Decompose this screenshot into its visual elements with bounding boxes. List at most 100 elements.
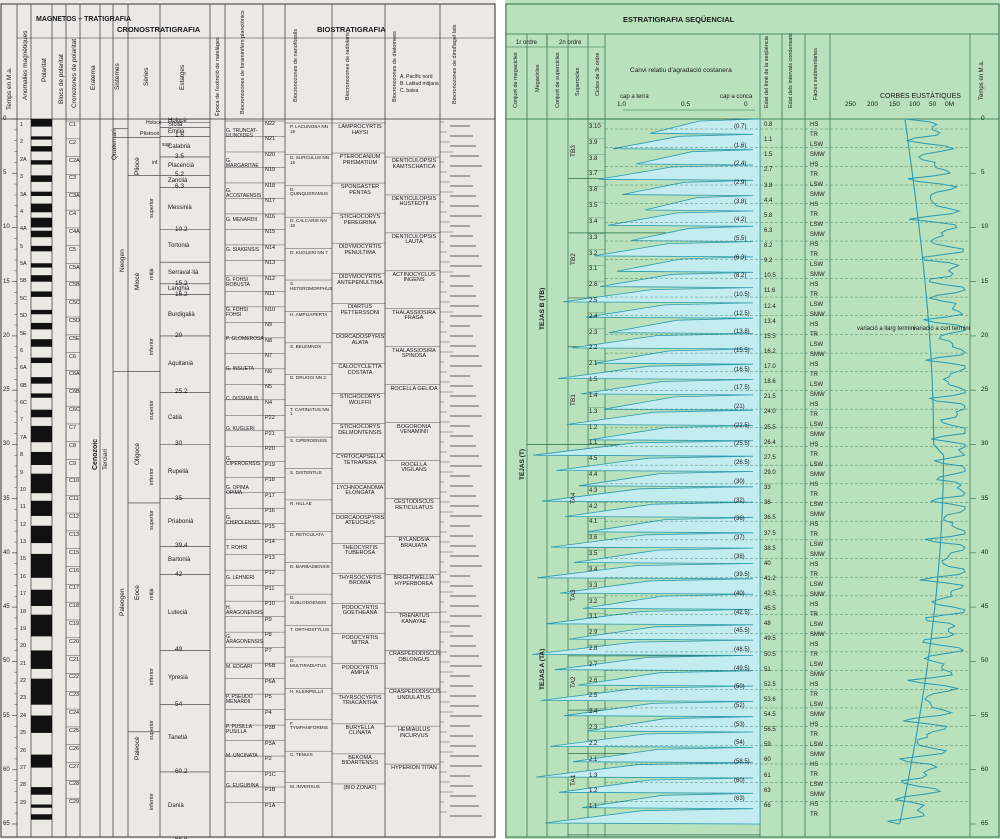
- nanno-zone: T. CARINATUS NN 1: [290, 406, 329, 417]
- polarity-chron: C27: [69, 763, 80, 770]
- foram-zone-name: G. MENARDII: [226, 217, 258, 224]
- foram-zone-code: N12: [265, 275, 276, 282]
- condensed-age: 26.4: [764, 439, 776, 446]
- third-order-cycle: 2.5: [589, 298, 598, 304]
- megacycle-tejas-a: TEJAS A (TA): [539, 648, 546, 690]
- third-order-cycle: 3.6: [589, 187, 598, 194]
- radiolaria-zones-label: Biocronozones de radiolaris: [345, 32, 351, 100]
- foram-zone-code: P3B: [265, 725, 276, 732]
- diatom-zone: BOGORONIA VENAMINII: [397, 423, 431, 436]
- series-holocene: Holocè: [146, 120, 162, 126]
- condensed-age: 1.1: [764, 137, 773, 144]
- system-neogen: Neogen: [119, 249, 126, 272]
- facies-label: TR: [810, 212, 818, 218]
- foram-zone-code: N18: [265, 182, 276, 189]
- facies-label: SMW: [810, 592, 825, 598]
- facies-label: SMW: [810, 552, 825, 558]
- foram-zone-name: T. ROHRI: [226, 544, 248, 551]
- facies-label: SMW: [810, 392, 825, 398]
- facies-label: TR: [810, 332, 818, 338]
- polarity-number: 5C: [20, 295, 28, 302]
- foram-zone-name: G. EUGUBINA: [226, 783, 259, 790]
- facies-label: TR: [810, 532, 818, 538]
- nanno-zone: D. CALCARIS NN 10: [290, 218, 327, 228]
- boundary-age: (17.5): [734, 385, 750, 392]
- stage-name: Burdigalià: [168, 312, 195, 319]
- boundary-age: (32): [734, 497, 745, 504]
- condensed-age: 42.5: [764, 591, 776, 598]
- facies-label: HS: [810, 522, 819, 528]
- condensed-age: 27.5: [764, 454, 776, 461]
- eustatic-scale-tick: 0M: [945, 101, 955, 108]
- third-order-cycle: 2.3: [589, 329, 598, 336]
- supercycle-label: TB3: [570, 144, 577, 157]
- facies-label: TR: [810, 812, 818, 818]
- third-order-cycle: 1.3: [589, 408, 598, 415]
- polarity-number: 12: [20, 521, 27, 528]
- polarity-chron: C1: [69, 122, 77, 128]
- aggradation-title: Canvi relatiu d'agradació costanera: [630, 67, 732, 74]
- supercycles-label: Supercicles: [575, 67, 581, 96]
- foram-zone-code: P12: [265, 570, 275, 577]
- third-order-cycle: 4.1: [589, 519, 598, 526]
- radiolaria-zone: BEKOMA BIDARTENSIS: [341, 754, 379, 767]
- stage-boundary-age: 60.2: [175, 767, 188, 775]
- nanno-zone: M. INVERSUS: [290, 783, 320, 789]
- facies-label: TR: [810, 412, 818, 418]
- third-order-cycle: 3.1: [589, 266, 598, 273]
- facies-label: TR: [810, 172, 818, 178]
- foram-zone-code: N6: [265, 368, 273, 375]
- supercycle-label: TA2: [570, 676, 577, 688]
- condensed-age: 37.5: [764, 530, 776, 537]
- radiolaria-zone: STICHOCORYS DELMONTENSIS: [338, 424, 382, 436]
- polarity-chron: C17: [69, 585, 80, 592]
- stage-boundary-age: 10.2: [175, 225, 188, 233]
- diatom-zone: DENTICULOPSIS KAMTSCHATICA: [391, 158, 437, 170]
- left-time-tick: 65: [3, 821, 10, 827]
- boundary-age: (49.5): [734, 665, 750, 672]
- short-term-annotation: variació a curt termini: [913, 326, 971, 332]
- facies-label: SMW: [810, 752, 825, 758]
- diatom-zone: HEMIAULUS INCURVUS: [397, 727, 431, 739]
- megacycle-tejas-b: TEJAS B (TB): [539, 287, 546, 330]
- foram-zone-name: G. MARGARITAE: [226, 157, 259, 169]
- polarity-number: 7A: [20, 434, 27, 441]
- supercycle-label: TA4: [570, 492, 577, 504]
- subseries-sup: sup.: [162, 142, 172, 148]
- polarity-number: 22: [20, 678, 27, 684]
- stage-boundary-age: 15.2: [175, 279, 188, 287]
- first-order-heading: 1r ordre: [516, 40, 538, 46]
- facies-label: SMW: [810, 632, 825, 638]
- condensed-age: 33: [764, 485, 771, 492]
- diatom-zone: ROCELLA GELIDA: [390, 385, 438, 392]
- facies-label: LSW: [810, 582, 824, 588]
- right-time-tick: 0: [981, 115, 985, 122]
- facies-label: TR: [810, 612, 818, 618]
- polarity-chron: C22: [69, 674, 80, 681]
- diatom-sub-a: A. Pacífic nord: [400, 74, 433, 80]
- polarity-chron: C28: [69, 781, 80, 788]
- foram-zone-name: G. OPIMA OPIMA: [226, 485, 249, 497]
- dino-zones-label: Biocronozones de dinoflagel·lats: [452, 24, 458, 105]
- foram-zone-code: P21: [265, 430, 275, 437]
- foram-zone-code: N8: [265, 337, 273, 344]
- foram-zone-name: P. PUSILLA PUSILLA: [226, 723, 252, 735]
- condensed-age: 53.6: [764, 696, 776, 703]
- polarity-chron: C25: [69, 727, 80, 734]
- third-order-cycle: 1.2: [589, 424, 598, 431]
- diatom-zone: CRASPEDODISCUS OBLONGUS: [389, 651, 441, 663]
- foram-zone-name: G. KUGLERI: [226, 425, 255, 432]
- foram-zone-name: G. SIAKENSIS: [226, 247, 260, 254]
- facies-label: TR: [810, 652, 818, 658]
- condensed-age: 52.5: [764, 681, 776, 688]
- foram-zone-code: P1A: [265, 802, 276, 809]
- facies-label: SMW: [810, 432, 825, 438]
- facies-label: LSW: [810, 502, 824, 508]
- boundary-age: (16.5): [734, 366, 750, 373]
- diatom-zone: DENTICULOPSIS LAUTA: [391, 233, 437, 246]
- stage-boundary-age: 42: [175, 570, 183, 578]
- boundary-age: (40): [734, 590, 745, 597]
- polarity-chron: C7: [69, 424, 77, 431]
- polarity-number: 13: [20, 539, 27, 545]
- radiolaria-zone: PODOCYRTIS GOETHEANA: [341, 604, 379, 617]
